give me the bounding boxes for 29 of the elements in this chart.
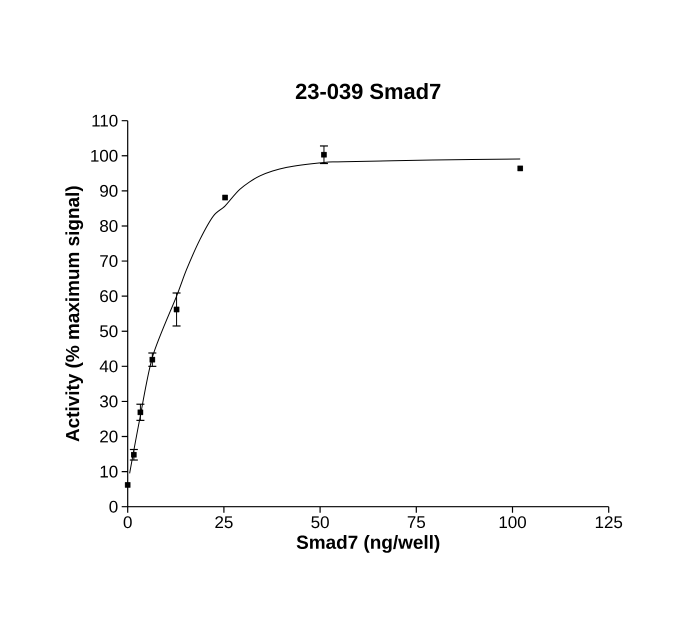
y-tick-label: 90 — [100, 184, 118, 197]
x-tick-label: 100 — [500, 516, 526, 528]
x-tick-label: 50 — [311, 516, 329, 528]
point — [150, 356, 156, 362]
y-tick-label: 40 — [100, 360, 118, 372]
y-tick-label: 20 — [100, 430, 118, 443]
y-tick-label: 30 — [100, 395, 118, 408]
chart-title: 23-039 Smad7 — [296, 83, 440, 100]
y-axis-title: Activity (% maximum signal) — [65, 186, 84, 442]
point — [517, 166, 523, 172]
x-tick-label: 25 — [215, 516, 233, 528]
point — [174, 306, 180, 312]
y-tick-label: 50 — [100, 325, 118, 338]
point — [138, 410, 144, 416]
x-tick-label: 0 — [124, 516, 132, 528]
x-tick-label: 75 — [408, 516, 426, 528]
y-tick-label: 10 — [100, 466, 118, 478]
y-tick-label: 60 — [100, 290, 118, 302]
y-tick-label: 70 — [100, 255, 118, 268]
y-tick-label: 0 — [109, 500, 118, 513]
x-tick-label: 125 — [596, 516, 622, 528]
point — [222, 194, 228, 200]
y-tick-label: 80 — [100, 220, 118, 232]
y-tick-label: 100 — [91, 150, 118, 162]
point — [321, 152, 327, 158]
point — [124, 482, 130, 488]
x-axis-title: Smad7 (ng/well) — [296, 535, 440, 553]
point — [131, 452, 137, 458]
y-tick-label: 110 — [92, 114, 118, 127]
